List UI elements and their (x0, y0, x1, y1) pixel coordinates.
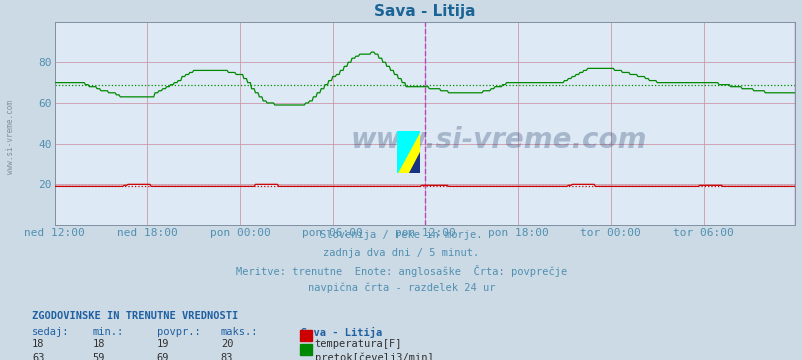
Text: www.si-vreme.com: www.si-vreme.com (350, 126, 646, 154)
Text: 69: 69 (156, 353, 169, 360)
Text: povpr.:: povpr.: (156, 327, 200, 337)
Text: 18: 18 (92, 339, 105, 350)
Text: Slovenija / reke in morje.: Slovenija / reke in morje. (320, 230, 482, 240)
Text: ZGODOVINSKE IN TRENUTNE VREDNOSTI: ZGODOVINSKE IN TRENUTNE VREDNOSTI (32, 311, 238, 321)
Text: pretok[čevelj3/min]: pretok[čevelj3/min] (314, 353, 433, 360)
Text: Sava - Litija: Sava - Litija (301, 327, 382, 338)
Text: temperatura[F]: temperatura[F] (314, 339, 402, 350)
Text: 63: 63 (32, 353, 45, 360)
Text: www.si-vreme.com: www.si-vreme.com (6, 100, 15, 174)
Text: 59: 59 (92, 353, 105, 360)
Polygon shape (408, 152, 419, 173)
Text: 18: 18 (32, 339, 45, 350)
Text: 19: 19 (156, 339, 169, 350)
Polygon shape (397, 131, 419, 173)
Text: 83: 83 (221, 353, 233, 360)
Text: maks.:: maks.: (221, 327, 258, 337)
Polygon shape (397, 131, 419, 173)
Text: Meritve: trenutne  Enote: anglosaške  Črta: povprečje: Meritve: trenutne Enote: anglosaške Črta… (236, 265, 566, 277)
Text: navpična črta - razdelek 24 ur: navpična črta - razdelek 24 ur (307, 282, 495, 293)
Text: zadnja dva dni / 5 minut.: zadnja dva dni / 5 minut. (323, 248, 479, 258)
Title: Sava - Litija: Sava - Litija (374, 4, 475, 19)
Text: 20: 20 (221, 339, 233, 350)
Text: sedaj:: sedaj: (32, 327, 70, 337)
Text: min.:: min.: (92, 327, 124, 337)
